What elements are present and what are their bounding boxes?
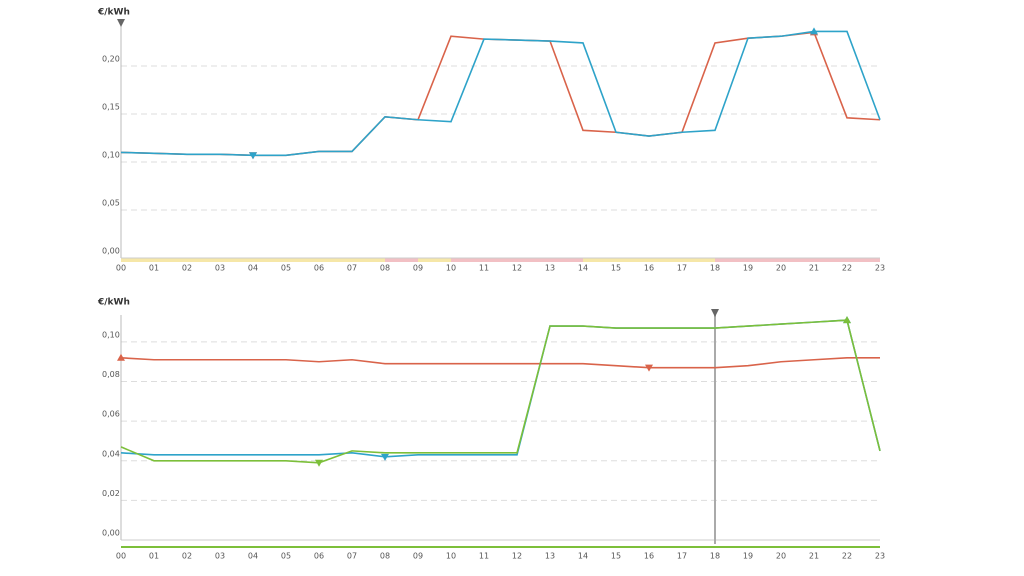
min-marker: [249, 152, 257, 160]
max-marker: [810, 27, 818, 35]
series-line: [120, 319, 881, 464]
x-tick-label: 13: [545, 552, 555, 561]
x-tick-label: 05: [281, 264, 291, 273]
x-tick-label: 18: [710, 552, 720, 561]
x-tick-label: 03: [215, 264, 225, 273]
min-marker: [315, 459, 323, 467]
x-tick-label: 18: [710, 264, 720, 273]
x-tick-label: 16: [644, 552, 654, 561]
x-tick-label: 09: [413, 264, 423, 273]
x-tick-label: 07: [347, 552, 357, 561]
x-tick-label: 05: [281, 552, 291, 561]
y-tick-label: 0,06: [102, 410, 120, 419]
x-tick-label: 08: [380, 552, 390, 561]
x-tick-label: 20: [776, 552, 786, 561]
series-line: [120, 319, 881, 458]
y-axis-label: €/kWh: [97, 298, 130, 308]
current-hour-marker: [117, 19, 125, 27]
x-tick-label: 01: [149, 264, 159, 273]
x-tick-label: 20: [776, 264, 786, 273]
y-tick-label: 0,10: [102, 330, 120, 339]
y-axis-label: €/kWh: [97, 8, 130, 18]
x-tick-label: 23: [875, 264, 885, 273]
x-tick-label: 10: [446, 264, 456, 273]
x-tick-label: 09: [413, 552, 423, 561]
y-tick-label: 0,00: [102, 247, 120, 256]
x-tick-label: 02: [182, 264, 192, 273]
x-tick-label: 19: [743, 264, 753, 273]
x-tick-label: 02: [182, 552, 192, 561]
x-tick-label: 10: [446, 552, 456, 561]
x-tick-label: 14: [578, 264, 588, 273]
x-tick-label: 11: [479, 552, 489, 561]
x-tick-label: 22: [842, 264, 852, 273]
y-tick-label: 0,02: [102, 489, 120, 498]
x-tick-label: 23: [875, 552, 885, 561]
x-tick-label: 21: [809, 552, 819, 561]
series-line: [120, 356, 880, 369]
x-tick-label: 04: [248, 552, 258, 561]
x-tick-label: 13: [545, 264, 555, 273]
x-tick-label: 06: [314, 264, 324, 273]
x-tick-label: 12: [512, 264, 522, 273]
x-tick-label: 01: [149, 552, 159, 561]
min-marker: [645, 364, 653, 372]
y-tick-label: 0,15: [102, 102, 120, 111]
y-tick-label: 0,10: [102, 150, 120, 159]
y-tick-label: 0,08: [102, 370, 120, 379]
series-line: [120, 30, 881, 157]
x-tick-label: 11: [479, 264, 489, 273]
y-tick-label: 0,05: [102, 198, 120, 207]
y-tick-label: 0,00: [102, 529, 120, 538]
x-tick-label: 04: [248, 264, 258, 273]
x-tick-label: 15: [611, 264, 621, 273]
x-tick-label: 17: [677, 264, 687, 273]
x-tick-label: 06: [314, 552, 324, 561]
x-tick-label: 17: [677, 552, 687, 561]
x-tick-label: 19: [743, 552, 753, 561]
x-tick-label: 14: [578, 552, 588, 561]
tariff-strip: [121, 258, 880, 262]
x-tick-label: 15: [611, 552, 621, 561]
x-tick-label: 03: [215, 552, 225, 561]
x-tick-label: 21: [809, 264, 819, 273]
series-line: [120, 31, 881, 157]
max-marker: [843, 316, 851, 324]
x-tick-label: 00: [116, 552, 126, 561]
x-tick-label: 08: [380, 264, 390, 273]
y-tick-label: 0,20: [102, 54, 120, 63]
current-hour-marker: [711, 309, 719, 317]
y-tick-label: 0,04: [102, 449, 120, 458]
min-marker: [381, 453, 389, 461]
x-tick-label: 16: [644, 264, 654, 273]
x-tick-label: 22: [842, 552, 852, 561]
x-tick-label: 07: [347, 264, 357, 273]
x-tick-label: 00: [116, 264, 126, 273]
x-tick-label: 12: [512, 552, 522, 561]
max-marker: [117, 353, 125, 361]
